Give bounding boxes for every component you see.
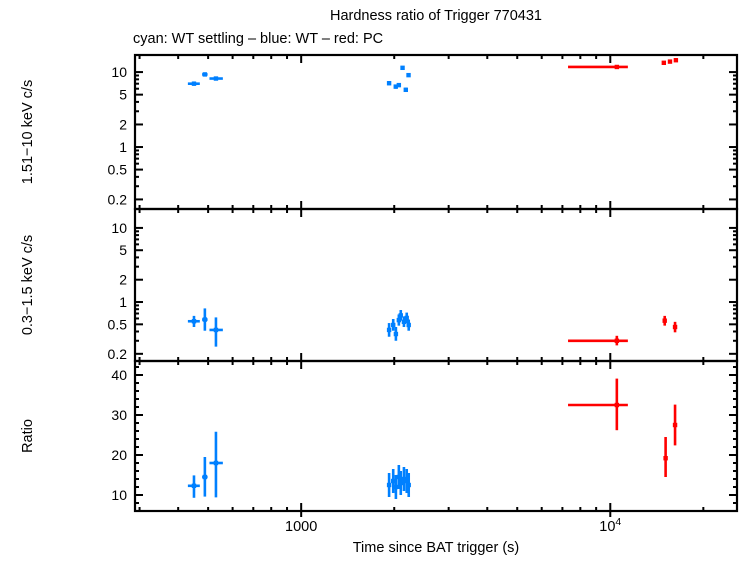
y-tick-label: 20 [111,447,127,463]
chart-title: Hardness ratio of Trigger 770431 [330,8,542,24]
panel-frame-hard [133,53,739,211]
data-point-wt [202,317,208,322]
data-point-wt [396,317,402,323]
data-point-pc [672,422,678,428]
panel-frame-soft [133,207,739,363]
data-point-wt [401,476,407,482]
data-point-wt [213,460,219,466]
y-tick-label: 2 [119,116,127,132]
data-point-wt [393,84,398,89]
data-point-wt [400,65,405,71]
data-point-wt [396,82,402,88]
y-tick-label: 40 [111,367,127,383]
data-point-pc [667,59,673,64]
data-point-wt [403,87,408,93]
data-point-wt [393,331,399,337]
y-tick-label: 30 [111,407,127,423]
panel-frame-ratio [133,359,739,513]
data-point-wt [406,322,411,328]
data-point-wt [191,81,197,86]
data-point-wt [404,315,409,321]
data-point-wt [391,478,396,484]
data-point-wt [396,474,402,480]
data-point-wt [406,72,411,78]
y-tick-label: 5 [119,87,127,103]
y-axis-label-soft: 0.3−1.5 keV c/s [20,234,36,336]
data-point-wt [398,313,403,318]
y-tick-label: 10 [111,220,127,236]
data-point-wt [213,327,219,333]
data-point-pc [673,58,679,63]
y-tick-label: 2 [119,272,127,288]
data-point-wt [191,483,197,488]
y-tick-label: 0.2 [108,191,128,207]
y-tick-label: 0.5 [108,316,128,332]
data-point-wt [406,482,411,488]
y-axis-label-ratio: Ratio [20,419,36,453]
data-point-pc [614,338,620,343]
y-tick-label: 5 [119,242,127,258]
data-point-wt [401,319,407,325]
data-point-pc [672,324,678,330]
data-point-wt [191,319,197,324]
data-point-wt [391,322,396,328]
y-tick-label: 0.2 [108,346,128,362]
data-point-wt [202,72,208,77]
x-tick-label: 1000 [285,519,317,535]
data-point-wt [213,76,219,81]
data-point-wt [404,478,409,484]
data-point-wt [202,474,208,480]
data-point-wt [386,81,392,86]
data-point-pc [661,60,667,65]
legend-subtitle: cyan: WT settling – blue: WT – red: PC [133,31,384,47]
y-tick-label: 1 [119,294,127,310]
data-point-pc [614,64,620,70]
data-point-pc [614,402,620,408]
y-axis-label-hard: 1.51−10 keV c/s [20,79,36,185]
y-tick-label: 10 [111,487,127,503]
x-axis-label: Time since BAT trigger (s) [352,540,520,556]
data-point-pc [662,318,667,323]
y-tick-label: 10 [111,64,127,80]
data-point-wt [386,327,392,333]
data-point-wt [386,482,392,488]
y-tick-label: 1 [119,139,127,155]
y-tick-label: 0.5 [108,162,128,178]
data-point-wt [393,484,399,490]
data-point-wt [398,480,403,486]
data-point-pc [663,456,668,461]
x-tick-label: 104 [599,516,621,535]
